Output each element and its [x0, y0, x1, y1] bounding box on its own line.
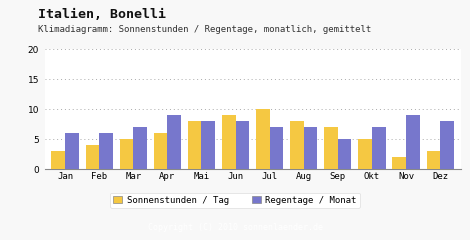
Text: Italien, Bonelli: Italien, Bonelli — [38, 8, 165, 21]
Text: Klimadiagramm: Sonnenstunden / Regentage, monatlich, gemittelt: Klimadiagramm: Sonnenstunden / Regentage… — [38, 25, 371, 34]
Bar — [406, 115, 420, 169]
Bar — [358, 139, 372, 169]
Bar — [133, 127, 147, 169]
Bar — [99, 133, 113, 169]
Bar — [222, 115, 235, 169]
Bar — [426, 151, 440, 169]
Bar — [324, 127, 338, 169]
Bar — [154, 133, 167, 169]
Bar — [86, 145, 99, 169]
Bar — [52, 151, 65, 169]
Bar — [440, 121, 454, 169]
Bar — [235, 121, 249, 169]
Bar — [270, 127, 283, 169]
Bar — [290, 121, 304, 169]
Bar — [65, 133, 79, 169]
Bar — [338, 139, 352, 169]
Bar — [202, 121, 215, 169]
Legend: Sonnenstunden / Tag, Regentage / Monat: Sonnenstunden / Tag, Regentage / Monat — [110, 192, 360, 208]
Bar — [167, 115, 181, 169]
Text: Copyright (C) 2010 sonnenlaender.de: Copyright (C) 2010 sonnenlaender.de — [148, 223, 322, 232]
Bar — [304, 127, 317, 169]
Bar — [188, 121, 202, 169]
Bar — [120, 139, 133, 169]
Bar — [372, 127, 385, 169]
Bar — [256, 109, 270, 169]
Bar — [392, 157, 406, 169]
